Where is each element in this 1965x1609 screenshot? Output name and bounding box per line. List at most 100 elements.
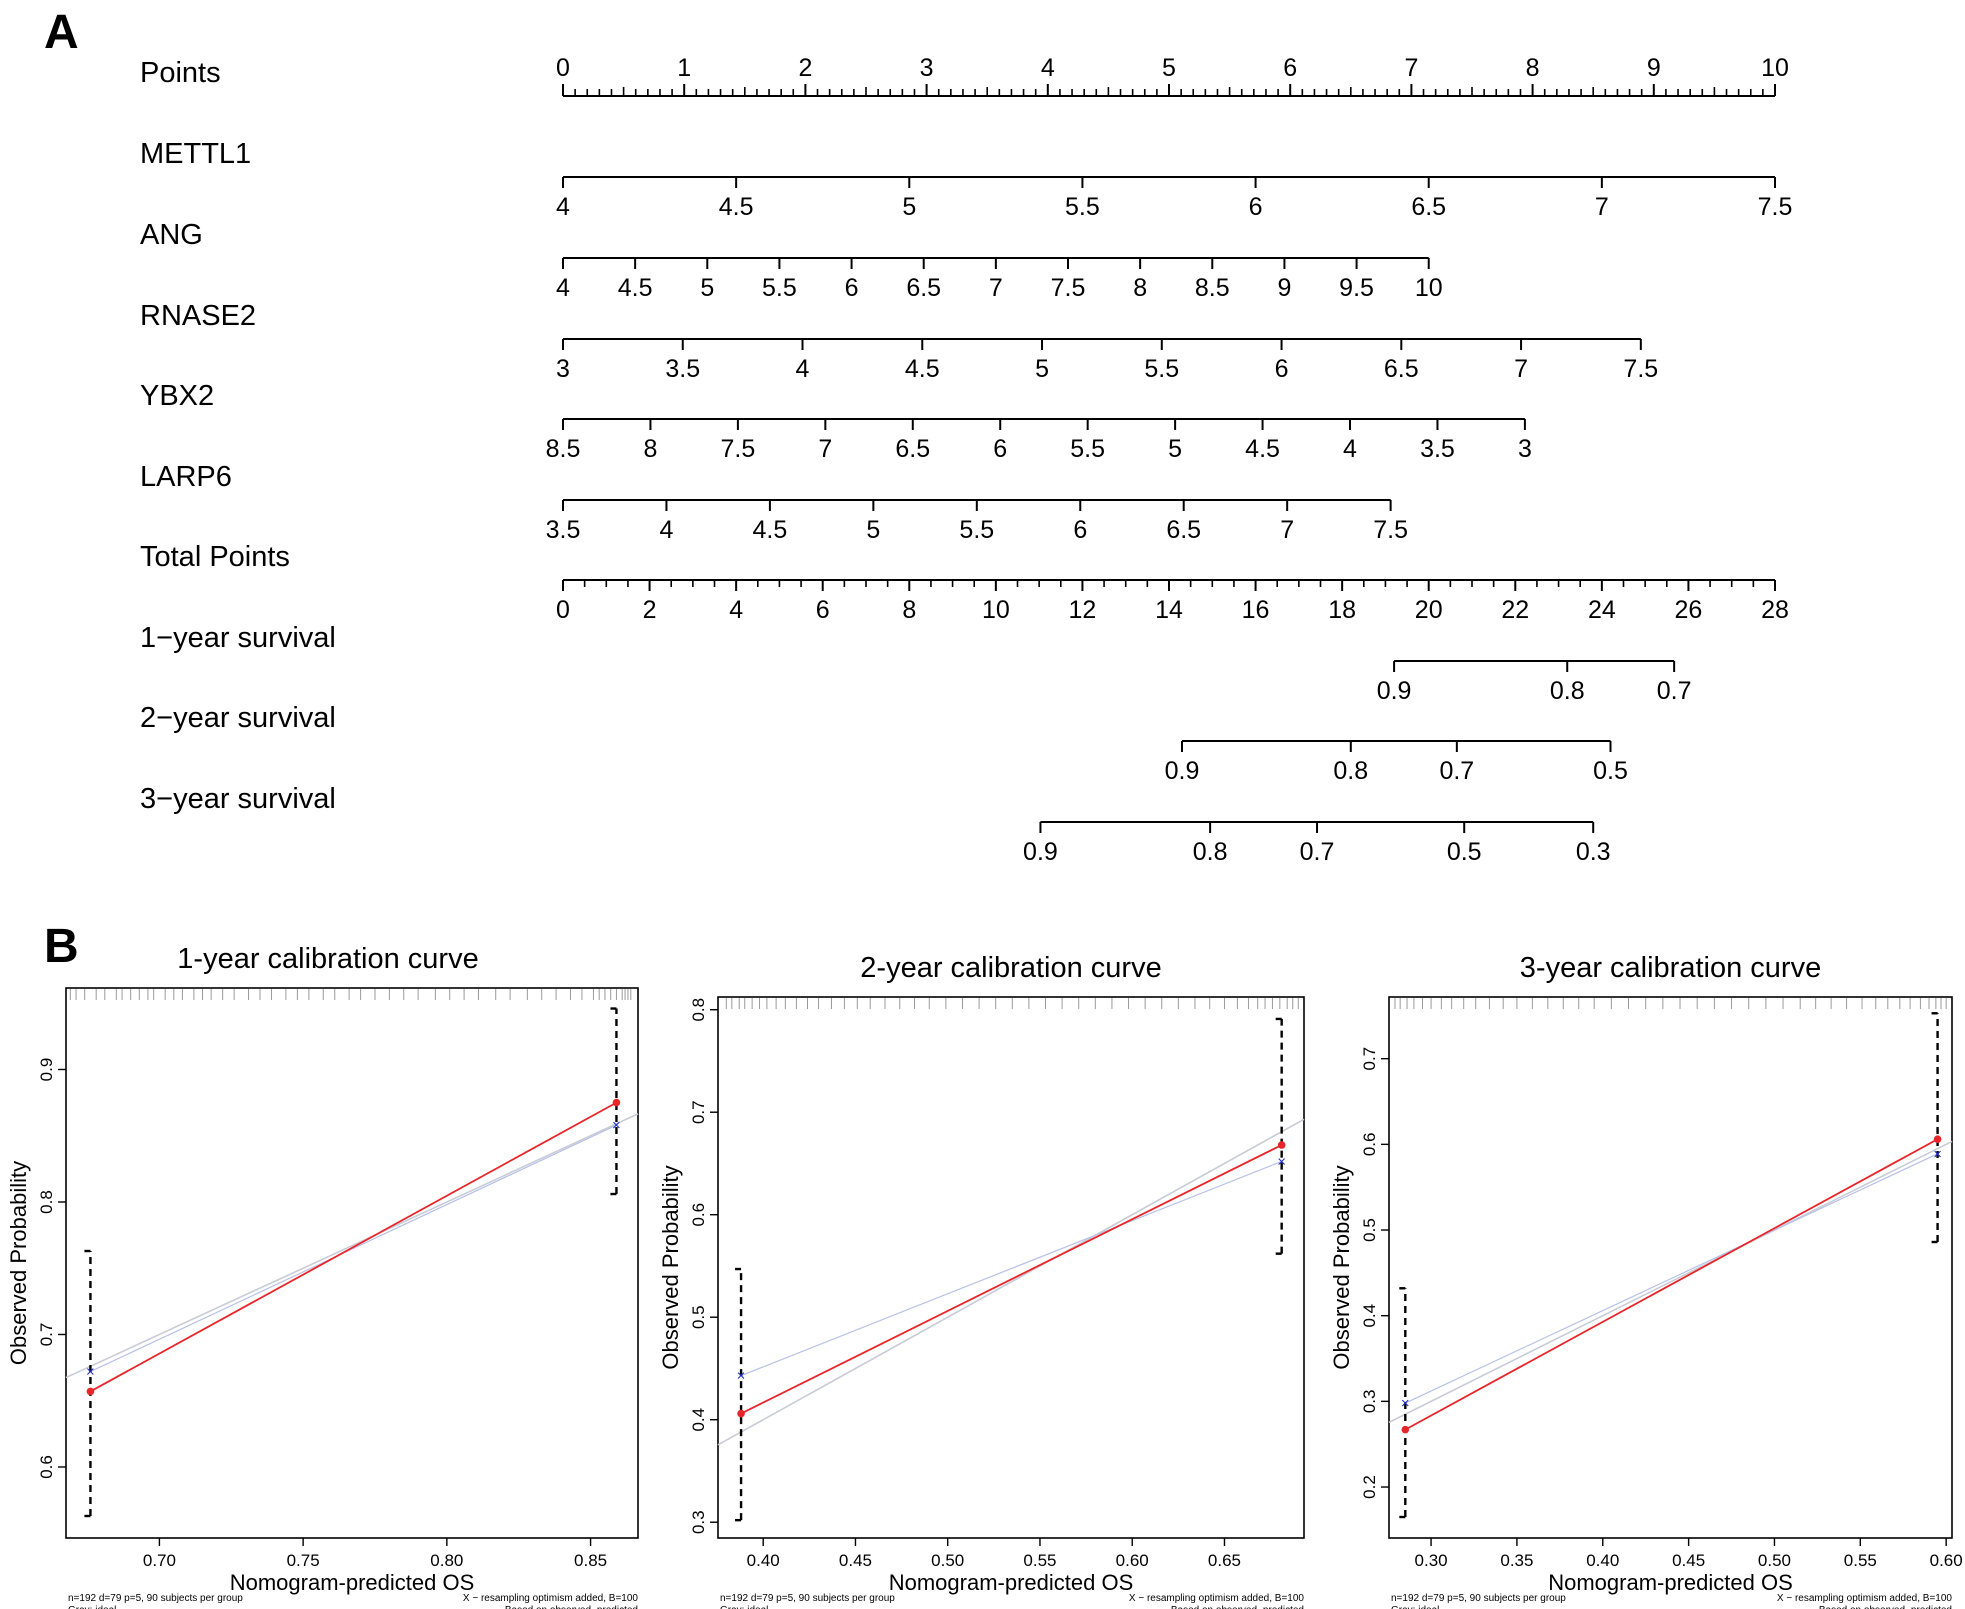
panel-a-label: A — [44, 6, 79, 59]
footnote-left: n=192 d=79 p=5, 90 subjects per group — [720, 1593, 895, 1604]
tick-label-points: 5 — [1162, 54, 1176, 82]
tick-label-2-year-survival: 0.7 — [1439, 757, 1474, 785]
tick-label-rnase2: 6.5 — [1384, 355, 1419, 383]
bias-corrected-point: × — [86, 1364, 95, 1381]
footnote-left: n=192 d=79 p=5, 90 subjects per group — [68, 1593, 243, 1604]
tick-label-total-points: 0 — [556, 596, 570, 624]
tick-label-rnase2: 3.5 — [665, 355, 700, 383]
y-tick-label: 0.7 — [689, 1100, 708, 1124]
tick-label-mettl1: 6 — [1249, 193, 1263, 221]
tick-label-rnase2: 5 — [1035, 355, 1049, 383]
y-axis-label: Observed Probability — [1329, 1165, 1354, 1369]
y-tick-label: 0.5 — [689, 1305, 708, 1329]
apparent-point — [1401, 1425, 1410, 1434]
y-tick-label: 0.3 — [1360, 1390, 1379, 1414]
tick-label-ang: 8.5 — [1195, 274, 1230, 302]
tick-label-mettl1: 4 — [556, 193, 570, 221]
footnote-right: Based on observed−predicted — [505, 1605, 638, 1609]
bias-corrected-point: × — [737, 1368, 746, 1385]
row-label-1-year-survival: 1−year survival — [140, 622, 336, 654]
x-tick-label: 0.85 — [574, 1551, 607, 1570]
row-label-mettl1: METTL1 — [140, 138, 251, 170]
footnote-right: Based on observed−predicted — [1819, 1605, 1952, 1609]
bias-corrected-point: × — [1277, 1153, 1286, 1170]
tick-label-mettl1: 5.5 — [1065, 193, 1100, 221]
tick-label-3-year-survival: 0.3 — [1576, 838, 1611, 866]
tick-label-total-points: 24 — [1588, 596, 1616, 624]
tick-label-points: 4 — [1041, 54, 1055, 82]
x-tick-label: 0.70 — [143, 1551, 176, 1570]
x-tick-label: 0.55 — [1844, 1551, 1877, 1570]
x-tick-label: 0.55 — [1023, 1551, 1056, 1570]
y-tick-label: 0.5 — [1360, 1218, 1379, 1242]
apparent-point — [86, 1387, 95, 1396]
ideal-line — [65, 1113, 639, 1379]
tick-label-3-year-survival: 0.5 — [1447, 838, 1482, 866]
tick-label-ybx2: 3.5 — [1420, 435, 1455, 463]
x-axis-label: Nomogram-predicted OS — [230, 1570, 475, 1595]
tick-label-total-points: 4 — [729, 596, 743, 624]
y-tick-label: 0.9 — [37, 1058, 56, 1082]
panel-b-label: B — [44, 920, 79, 973]
row-label-points: Points — [140, 57, 221, 89]
footnote-left: Gray: ideal — [1391, 1605, 1439, 1609]
calibration-panels: 1-year calibration curve 0.70 0.75 0.80 0.85… — [6, 943, 1963, 1609]
tick-label-rnase2: 4 — [796, 355, 810, 383]
tick-label-total-points: 2 — [643, 596, 657, 624]
tick-label-ybx2: 5.5 — [1070, 435, 1105, 463]
tick-label-total-points: 6 — [816, 596, 830, 624]
bias-corrected-line — [90, 1124, 617, 1373]
tick-label-total-points: 28 — [1761, 596, 1789, 624]
tick-label-larp6: 5 — [866, 516, 880, 544]
row-label-3-year-survival: 3−year survival — [140, 783, 336, 815]
tick-label-total-points: 8 — [902, 596, 916, 624]
tick-label-larp6: 5.5 — [959, 516, 994, 544]
tick-label-total-points: 22 — [1501, 596, 1529, 624]
x-tick-label: 0.40 — [1586, 1551, 1619, 1570]
y-tick-label: 0.4 — [1360, 1304, 1379, 1328]
x-tick-label: 0.80 — [430, 1551, 463, 1570]
tick-label-total-points: 20 — [1415, 596, 1443, 624]
ideal-line — [1388, 1140, 1953, 1424]
tick-label-ybx2: 6.5 — [895, 435, 930, 463]
calibration-panel-1: 1-year calibration curve 0.70 0.75 0.80 0.85… — [6, 943, 639, 1609]
tick-label-total-points: 26 — [1675, 596, 1703, 624]
x-tick-label: 0.60 — [1930, 1551, 1963, 1570]
row-label-2-year-survival: 2−year survival — [140, 702, 336, 734]
x-axis-label: Nomogram-predicted OS — [889, 1570, 1134, 1595]
tick-label-mettl1: 4.5 — [719, 193, 754, 221]
x-tick-label: 0.30 — [1415, 1551, 1448, 1570]
tick-label-mettl1: 7.5 — [1758, 193, 1793, 221]
tick-label-points: 0 — [556, 54, 570, 82]
tick-label-ang: 9 — [1277, 274, 1291, 302]
tick-label-ybx2: 7 — [818, 435, 832, 463]
tick-label-ang: 10 — [1415, 274, 1443, 302]
plot-frame — [1388, 996, 1953, 1539]
chart-title: 3-year calibration curve — [1520, 952, 1821, 984]
tick-label-mettl1: 7 — [1595, 193, 1609, 221]
y-axis-label: Observed Probability — [658, 1165, 683, 1369]
y-tick-label: 0.8 — [37, 1190, 56, 1214]
tick-label-ang: 6 — [845, 274, 859, 302]
tick-label-ang: 4.5 — [618, 274, 653, 302]
tick-label-ybx2: 8.5 — [546, 435, 581, 463]
footnote-right: X − resampling optimism added, B=100 — [1777, 1593, 1953, 1604]
tick-label-3-year-survival: 0.8 — [1193, 838, 1228, 866]
y-tick-label: 0.8 — [689, 998, 708, 1022]
tick-label-ybx2: 7.5 — [721, 435, 756, 463]
calibration-panel-2: 2-year calibration curve 0.40 0.45 0.50 0.55… — [658, 952, 1305, 1609]
x-tick-label: 0.75 — [287, 1551, 320, 1570]
tick-label-points: 6 — [1283, 54, 1297, 82]
tick-label-ybx2: 4.5 — [1245, 435, 1280, 463]
y-tick-label: 0.7 — [1360, 1047, 1379, 1071]
tick-label-rnase2: 6 — [1275, 355, 1289, 383]
footnote-right: X − resampling optimism added, B=100 — [463, 1593, 639, 1604]
tick-label-3-year-survival: 0.9 — [1023, 838, 1058, 866]
tick-label-points: 3 — [920, 54, 934, 82]
footnote-right: Based on observed−predicted — [1171, 1605, 1304, 1609]
tick-label-larp6: 6.5 — [1166, 516, 1201, 544]
tick-label-rnase2: 3 — [556, 355, 570, 383]
tick-label-ybx2: 5 — [1168, 435, 1182, 463]
bias-corrected-point: × — [1401, 1395, 1410, 1412]
tick-label-points: 7 — [1404, 54, 1418, 82]
